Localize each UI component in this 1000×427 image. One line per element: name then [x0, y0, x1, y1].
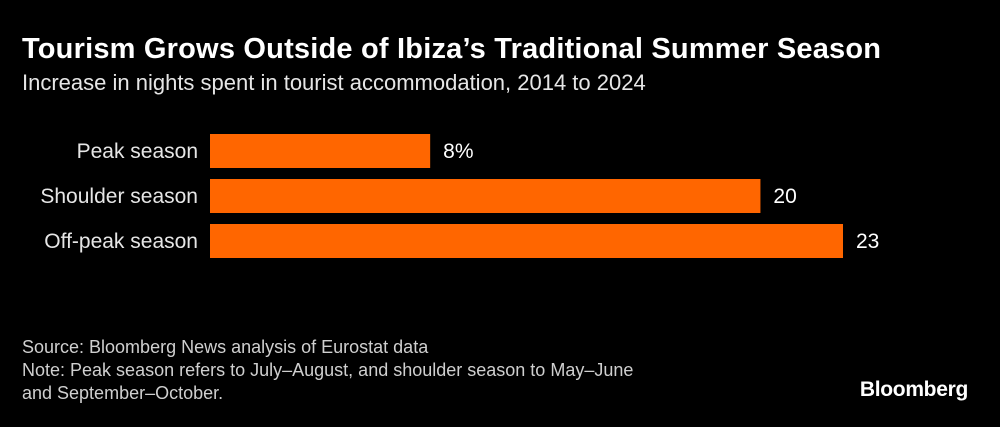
- bloomberg-logo: Bloomberg: [859, 378, 968, 401]
- value-label: 8%: [443, 140, 473, 163]
- value-label: 23: [856, 230, 879, 253]
- note-line-2: and September–October.: [22, 383, 224, 403]
- chart-footer: Source: Bloomberg News analysis of Euros…: [22, 336, 633, 405]
- source-note: Source: Bloomberg News analysis of Euros…: [22, 337, 429, 357]
- value-label: 20: [773, 185, 796, 208]
- bar: [210, 224, 843, 258]
- category-label: Off-peak season: [44, 230, 198, 253]
- chart-subtitle: Increase in nights spent in tourist acco…: [22, 70, 646, 95]
- category-label: Peak season: [77, 140, 198, 163]
- note-line-1: Note: Peak season refers to July–August,…: [22, 360, 634, 380]
- bar-chart: Peak season 8% Shoulder season 20 Off-peak s…: [40, 134, 879, 258]
- category-label: Shoulder season: [40, 185, 198, 208]
- bar: [210, 179, 761, 213]
- chart-title: Tourism Grows Outside of Ibiza’s Traditi…: [22, 33, 882, 65]
- bar: [210, 134, 431, 168]
